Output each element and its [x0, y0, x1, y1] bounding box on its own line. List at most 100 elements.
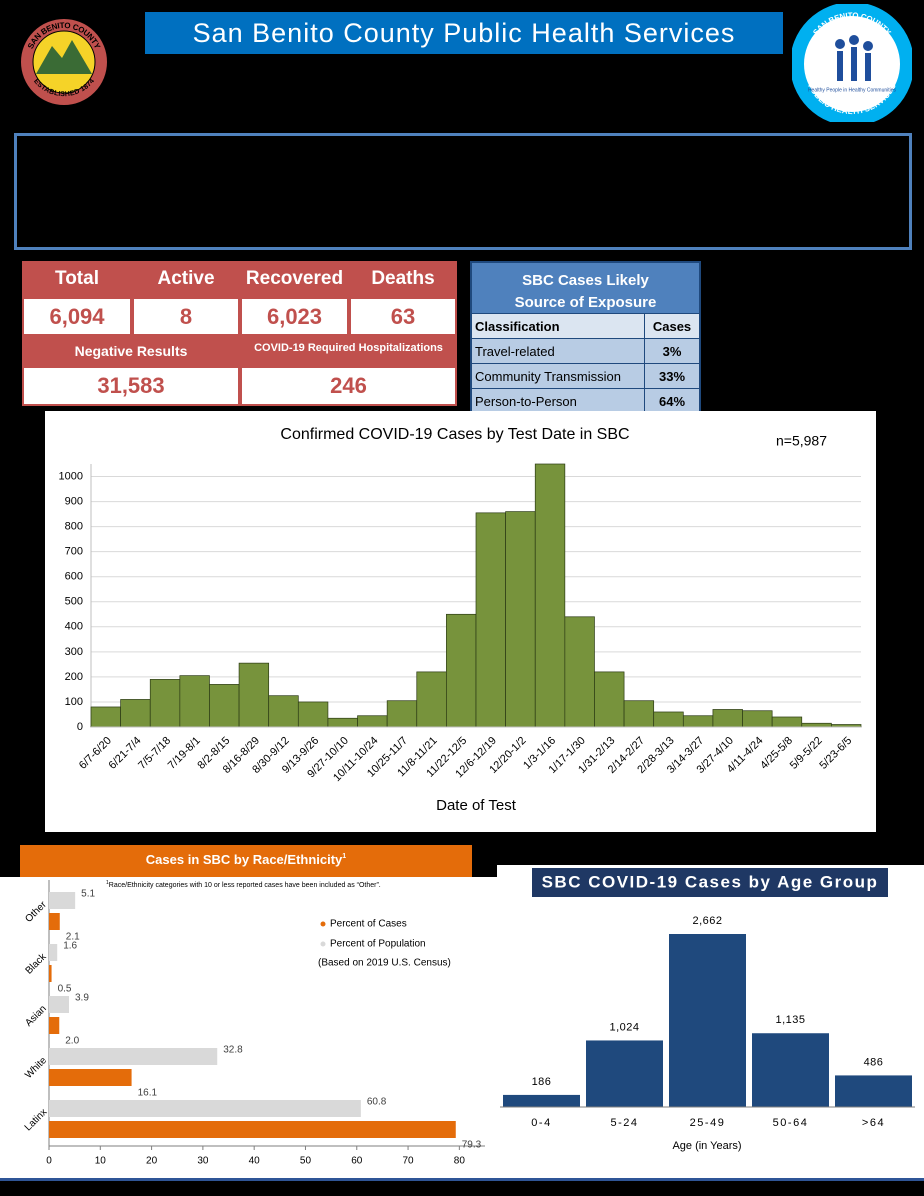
- x-tick-label: 25-49: [690, 1117, 726, 1129]
- bar: [835, 1075, 912, 1107]
- bar: [49, 913, 60, 930]
- x-tick-label: 70: [402, 1156, 414, 1167]
- value-label: 16.1: [138, 1088, 158, 1099]
- chart-title: SBC COVID-19 Cases by Age Group: [542, 872, 879, 891]
- legend-swatch: [320, 941, 326, 947]
- value-label: 1.6: [63, 941, 77, 952]
- y-tick-label: 700: [65, 546, 83, 558]
- x-tick-label: 60: [351, 1156, 363, 1167]
- stat-value: 8: [132, 297, 240, 336]
- x-axis-label: Age (in Years): [672, 1140, 741, 1152]
- y-tick-label: 600: [65, 571, 83, 583]
- value-label: 0.5: [58, 984, 72, 995]
- footnote: 1Race/Ethnicity categories with 10 or le…: [106, 880, 381, 889]
- y-tick-label: 400: [65, 621, 83, 633]
- bar: [90, 706, 121, 728]
- x-tick-label: 20: [146, 1156, 158, 1167]
- y-tick-label: Other: [23, 899, 49, 925]
- bar: [653, 711, 684, 728]
- bar: [179, 675, 210, 728]
- table-cell: 64%: [644, 389, 699, 413]
- bar: [49, 1048, 218, 1065]
- exposure-title: SBC Cases Likely Source of Exposure: [472, 263, 699, 313]
- value-label: 3.9: [75, 993, 89, 1004]
- bar: [505, 511, 536, 728]
- value-label: 1,135: [775, 1014, 805, 1026]
- y-tick-label: Asian: [23, 1003, 48, 1028]
- table-row: Person-to-Person 64%: [472, 388, 699, 413]
- stat-header: COVID-19 Required Hospitalizations: [240, 336, 457, 360]
- table-cell: Community Transmission: [475, 368, 621, 384]
- title-marker: 1: [342, 853, 346, 860]
- y-tick-label: 0: [77, 721, 83, 733]
- y-tick-label: 900: [65, 495, 83, 507]
- bar: [712, 709, 743, 728]
- value-label: 60.8: [367, 1097, 387, 1108]
- bar: [49, 1121, 456, 1138]
- stat-value: 6,094: [22, 297, 132, 336]
- bar: [416, 671, 447, 728]
- x-tick-label: 5-24: [610, 1117, 638, 1129]
- y-tick-label: White: [23, 1055, 49, 1081]
- bar: [594, 671, 625, 728]
- bar: [327, 717, 358, 728]
- logo-people: [835, 35, 873, 81]
- bar: [503, 1094, 580, 1107]
- x-tick-label: >64: [862, 1117, 885, 1129]
- stat-header: Active: [132, 261, 240, 297]
- value-label: 79.3: [462, 1140, 482, 1151]
- bar: [742, 710, 773, 728]
- chart: Confirmed COVID-19 Cases by Test Date in…: [59, 426, 862, 814]
- legend-swatch: [320, 921, 326, 927]
- value-label: 32.8: [223, 1045, 243, 1056]
- bar: [238, 662, 270, 728]
- bar: [586, 1040, 663, 1107]
- bar: [623, 700, 655, 728]
- chart-annotation: n=5,987: [776, 433, 827, 449]
- x-tick-label: 50: [300, 1156, 312, 1167]
- y-tick-label: Latinx: [23, 1107, 50, 1134]
- value-label: 486: [864, 1056, 884, 1068]
- x-tick-label: 0: [46, 1156, 52, 1167]
- stat-value: 6,023: [240, 297, 349, 336]
- y-tick-label: Black: [24, 951, 50, 977]
- logo-mountain: [36, 40, 92, 74]
- bar: [564, 616, 595, 728]
- bar: [49, 1069, 132, 1086]
- x-tick-label: 30: [197, 1156, 209, 1167]
- logo-motto: Healthy People in Healthy Communities: [808, 87, 897, 93]
- bar: [669, 934, 746, 1107]
- bar: [534, 463, 566, 728]
- table-cell: Travel-related: [475, 343, 555, 359]
- bar: [475, 512, 506, 728]
- bar: [446, 613, 477, 728]
- y-tick-label: 200: [65, 671, 83, 683]
- value-label: 2.1: [66, 932, 80, 943]
- table-cell: Cases: [644, 314, 699, 338]
- x-tick-label: 80: [454, 1156, 466, 1167]
- stat-header: Deaths: [349, 261, 457, 297]
- bar: [49, 1100, 361, 1117]
- chart-title: Cases in SBC by Race/Ethnicity1: [146, 852, 347, 867]
- table-cell: Classification: [475, 318, 560, 334]
- stats-table: Total Active Recovered Deaths 6,094 8 6,…: [22, 261, 457, 406]
- title-text: Cases in SBC by Race/Ethnicity: [146, 852, 343, 867]
- value-label: 186: [532, 1076, 552, 1088]
- left-logo: SAN BENITO COUNTY ESTABLISHED 1874: [19, 17, 109, 107]
- x-tick-label: 10: [95, 1156, 107, 1167]
- stat-header: Total: [22, 261, 132, 297]
- empty-banner: [14, 133, 912, 250]
- y-tick-label: 500: [65, 596, 83, 608]
- bar: [209, 684, 240, 728]
- y-tick-label: 300: [65, 646, 83, 658]
- stat-header: Negative Results: [22, 336, 240, 366]
- bar: [149, 679, 181, 728]
- legend-label: Percent of Cases: [330, 919, 407, 930]
- y-tick-label: 100: [65, 696, 83, 708]
- footnote-text: Race/Ethnicity categories with 10 or les…: [109, 882, 381, 889]
- bar: [268, 695, 299, 728]
- x-tick-label: 5/23-6/5: [817, 735, 854, 772]
- legend-label: Percent of Population: [330, 939, 426, 950]
- table-cell: Person-to-Person: [475, 393, 577, 409]
